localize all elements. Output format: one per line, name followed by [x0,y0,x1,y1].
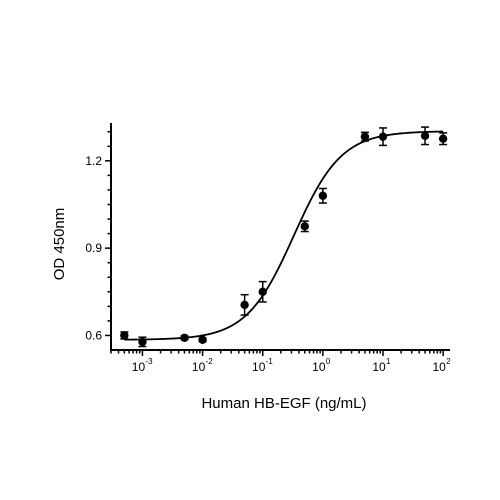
data-point [138,337,147,347]
x-tick-label: 10 [252,360,266,374]
axes: 0.60.91.210 -3 10 -2 10 -1 10 0 10 1 10 2 [85,123,451,374]
y-axis-label: OD 450nm [51,208,68,281]
fit-curve [124,130,444,341]
error-bars [120,126,448,348]
x-tick-label: 10 [132,360,146,374]
data-point [258,287,267,296]
data-point [120,331,129,340]
x-tick-label: 10 [372,360,386,374]
data-point [438,134,448,143]
data-point [360,132,370,141]
data-point [240,300,249,310]
fit-curve-layer [124,130,444,341]
y-tick-label: 0.9 [85,241,102,255]
data-point [318,191,328,200]
x-tick-exponent: -2 [206,357,214,366]
x-tick-exponent: 2 [446,357,451,366]
x-axis-label: Human HB-EGF (ng/mL) [201,395,366,412]
data-point [198,335,207,345]
data-point [420,131,430,141]
y-tick-label: 0.6 [85,328,102,342]
x-tick-label: 10 [312,360,326,374]
x-tick-label: 10 [192,360,206,374]
x-tick-exponent: 0 [326,357,331,366]
data-point [180,333,189,342]
x-tick-label: 10 [432,360,446,374]
y-tick-label: 1.2 [85,154,102,168]
x-tick-exponent: 1 [386,357,391,366]
data-point [378,132,388,141]
x-tick-exponent: -1 [266,357,274,366]
x-tick-exponent: -3 [145,357,153,366]
data-points [120,131,448,347]
data-point [300,222,309,231]
